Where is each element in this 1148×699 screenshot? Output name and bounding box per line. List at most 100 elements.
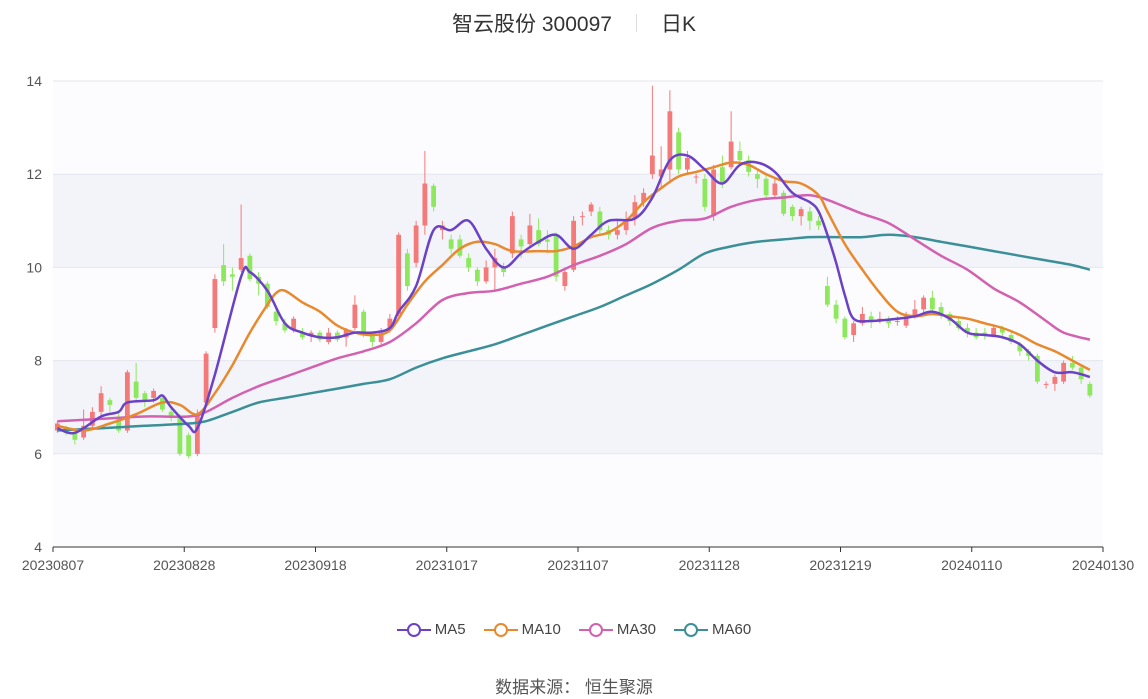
candle-body <box>527 225 533 245</box>
candle-body <box>641 192 647 203</box>
candle-body <box>886 318 892 324</box>
candle-body <box>833 304 839 319</box>
legend-marker-ma60 <box>674 622 709 637</box>
y-tick-label: 12 <box>26 166 42 182</box>
candle-body <box>509 216 515 254</box>
y-tick-label: 10 <box>26 259 42 275</box>
legend-item-ma10[interactable]: MA10 <box>483 621 561 638</box>
candle-body <box>282 323 288 331</box>
candle-body <box>221 265 227 282</box>
candle-body <box>291 318 297 331</box>
candle-body <box>667 111 673 170</box>
legend-marker-ma30 <box>578 622 613 637</box>
candle-body <box>518 239 524 247</box>
candle-body <box>912 309 918 317</box>
candle-body <box>1087 383 1093 396</box>
candle-body <box>142 393 148 401</box>
y-tick-label: 14 <box>26 73 42 89</box>
candle-body <box>929 297 935 310</box>
y-tick-label: 8 <box>34 353 42 369</box>
candle-body <box>964 327 970 333</box>
legend-item-ma5[interactable]: MA5 <box>396 621 466 638</box>
x-tick-label: 20231107 <box>547 557 608 573</box>
kline-chart: 4 6 8 10 12 14 20230807 20230828 20230918 2023101… <box>22 73 1135 573</box>
x-tick-label: 20240130 <box>1072 557 1135 573</box>
candle-body <box>737 150 743 161</box>
candle-body <box>614 230 620 235</box>
chart-header: 智云股份 300097 日K <box>0 8 1148 38</box>
y-tick-label: 6 <box>34 446 42 462</box>
candle-body <box>448 239 454 249</box>
candle-body <box>483 267 489 282</box>
candle-body <box>466 258 472 268</box>
candle-body <box>1052 376 1058 384</box>
x-tick-label: 20231017 <box>416 557 479 573</box>
candle-body <box>658 169 664 177</box>
candle-body <box>72 432 78 440</box>
candle-body <box>544 239 550 242</box>
candle-body <box>133 381 139 398</box>
candle-body <box>807 211 813 221</box>
candle-body <box>1034 355 1040 382</box>
candle-body <box>991 327 997 335</box>
chart-title: 智云股份 300097 <box>452 13 612 36</box>
candle-body <box>404 253 410 287</box>
x-tick-label: 20240110 <box>941 557 1002 573</box>
legend-label-ma10: MA10 <box>521 621 561 638</box>
x-tick-label: 20230828 <box>153 557 216 573</box>
legend: MA5 MA10 MA30 MA60 <box>0 621 1148 638</box>
y-tick-label: 4 <box>34 539 42 555</box>
candle-body <box>1069 362 1075 368</box>
candle-body <box>816 220 822 226</box>
band <box>53 174 1103 268</box>
legend-item-ma60[interactable]: MA60 <box>674 621 751 638</box>
gridlines <box>53 80 1103 455</box>
data-source: 数据来源： 恒生聚源 <box>495 678 653 697</box>
candle-body <box>702 178 708 207</box>
legend-item-ma30[interactable]: MA30 <box>578 621 656 638</box>
candle-body <box>693 176 699 178</box>
x-tick-label: 20231128 <box>679 557 740 573</box>
candle-body <box>562 272 568 287</box>
candle-body <box>229 274 235 277</box>
candle-body <box>798 209 804 217</box>
candle-body <box>299 332 305 338</box>
candle-body <box>212 279 218 328</box>
period-label: 日K <box>660 13 696 36</box>
legend-marker-ma10 <box>483 622 518 637</box>
candle-body <box>308 332 314 335</box>
candle-body <box>711 169 717 217</box>
candle-body <box>116 416 122 431</box>
band <box>53 360 1103 454</box>
candle-body <box>1017 344 1023 352</box>
candle-body <box>151 390 157 398</box>
candle-body <box>824 286 830 305</box>
candle-body <box>553 234 559 277</box>
candle-body <box>894 320 900 322</box>
candle-body <box>676 132 682 170</box>
candle-body <box>422 183 428 226</box>
axes: 4 6 8 10 12 14 20230807 20230828 20230918 2023101… <box>22 73 1135 573</box>
candle-body <box>859 314 865 324</box>
series-line-ma60 <box>57 233 1091 432</box>
candle-body <box>177 416 183 454</box>
candle-body <box>789 206 795 217</box>
series-line-ma5 <box>56 153 1091 435</box>
candle-body <box>431 185 437 207</box>
candle-body <box>387 318 393 331</box>
candle-body <box>1043 383 1049 385</box>
candle-body <box>194 414 200 454</box>
candle-body <box>754 174 760 179</box>
candle-body <box>396 234 402 314</box>
candle-body <box>719 167 725 184</box>
candle-body <box>623 220 629 231</box>
x-tick-label: 20231219 <box>809 557 872 573</box>
band <box>53 453 1103 547</box>
candle-body <box>413 225 419 263</box>
band <box>53 81 1103 175</box>
candle-body <box>921 297 927 310</box>
candle-body <box>579 216 585 218</box>
candle-body <box>168 411 174 417</box>
candle-body <box>649 155 655 175</box>
series-line-ma30 <box>57 193 1091 423</box>
